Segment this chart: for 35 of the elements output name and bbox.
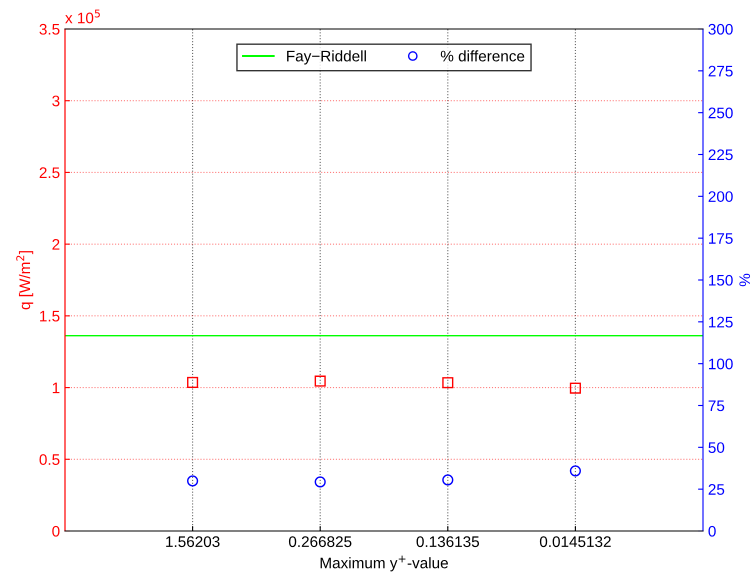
point (442, 377, 454, 388)
y-tick-label: 2.5 (40, 167, 60, 178)
text: x 10$^{5}$ (65, 10, 100, 24)
y2-tick-label: 50 (708, 442, 724, 454)
point (570, 382, 581, 394)
y-tick-label: 1 (52, 382, 60, 394)
point (187, 376, 198, 388)
x-tick-label: 1.56203 (166, 536, 220, 548)
x-tick-label: 0.136135 (416, 536, 480, 548)
y-tick-label: 2 (52, 239, 60, 250)
y2-tick-label: 150 (709, 274, 733, 286)
x-tick-label: 0.266825 (288, 536, 352, 548)
y2-tick-label: 200 (708, 191, 733, 202)
y2-tick-label: 175 (709, 233, 733, 244)
legend-label: Fay−Riddell (287, 50, 366, 65)
y-tick-label: 3 (52, 96, 60, 106)
point (314, 376, 326, 387)
y2-tick-label: 250 (708, 108, 733, 118)
y2-tick-label: 100 (709, 358, 733, 370)
x-axis-title: Maximum y$^{+}$-value (320, 556, 448, 572)
legend-label: % difference (440, 50, 524, 62)
y-tick-label: 0 (52, 526, 60, 537)
y-tick-label: 3.5 (39, 24, 60, 35)
y-tick-label: 0.5 (40, 454, 60, 465)
y2-tick-label: 75 (708, 400, 724, 412)
y2-tick-label: 25 (708, 484, 724, 495)
y2-tick-label: 125 (709, 316, 733, 328)
y-axis-title: q [W/m$^{2}$] (16, 251, 34, 310)
x-tick-label: 0.0145132 (540, 536, 611, 548)
y-tick-label: 1.5 (40, 310, 60, 322)
y2-tick-label: 0 (708, 526, 716, 537)
y2-axis-title: % (739, 274, 750, 286)
y2-tick-label: 275 (708, 66, 733, 77)
y2-tick-label: 225 (708, 149, 733, 160)
y2-tick-label: 300 (708, 24, 733, 35)
